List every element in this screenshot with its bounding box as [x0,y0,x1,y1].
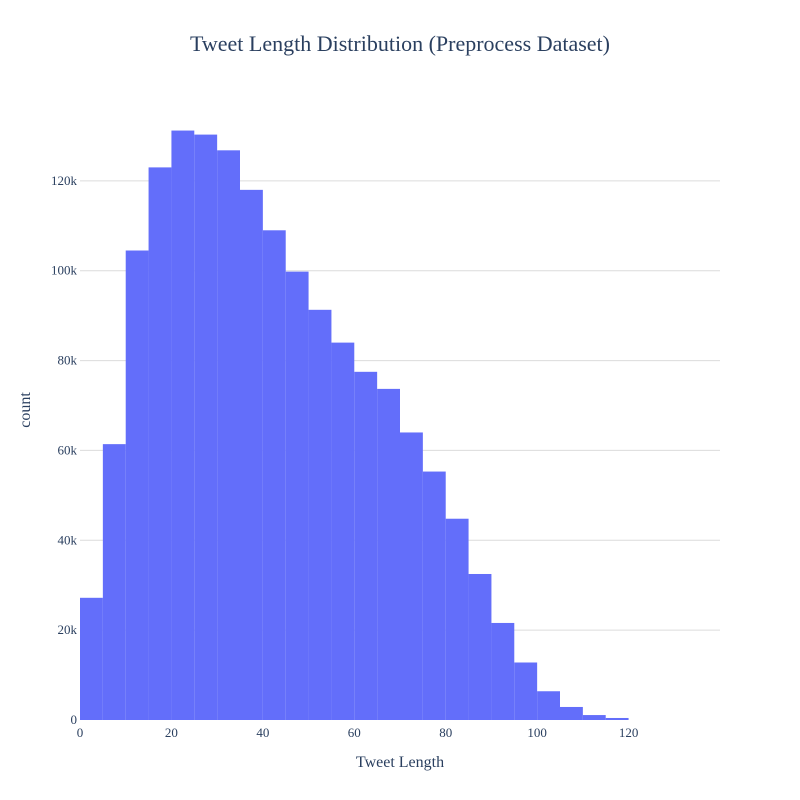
histogram-bar [194,134,218,720]
chart-title: Tweet Length Distribution (Preprocess Da… [190,31,610,56]
histogram-bar [148,167,172,721]
bars-layer [80,130,629,721]
histogram-bar [422,471,446,720]
y-axis-ticks: 0 20k 40k 60k 80k 100k 120k [51,173,78,727]
histogram-bar [400,432,423,720]
x-tick-label: 20 [165,725,178,740]
histogram-bar [217,150,240,720]
histogram-bar [331,342,355,720]
histogram-bar [582,715,606,720]
histogram-bar [560,706,583,720]
histogram-bar [102,444,126,720]
histogram-bar [262,230,286,720]
histogram-bar [377,388,400,720]
histogram-bar [285,271,309,720]
y-axis-title: count [17,392,34,428]
x-tick-label: 100 [527,725,547,740]
x-tick-label: 40 [256,725,269,740]
y-tick-label: 0 [71,712,78,727]
histogram-bar [491,622,515,720]
x-axis-title: Tweet Length [356,754,444,771]
histogram-bar [445,518,469,720]
y-tick-label: 100k [51,263,78,278]
x-tick-label: 0 [77,725,84,740]
histogram-bar [171,130,195,720]
x-axis-ticks: 0 20 40 60 80 100 120 [77,725,639,740]
histogram-bar [468,573,492,720]
histogram-bar [514,662,538,720]
histogram-bar [354,371,378,720]
histogram-bar [80,597,103,720]
y-tick-label: 120k [51,173,78,188]
x-tick-label: 80 [439,725,452,740]
histogram-bar [537,691,560,720]
y-tick-label: 40k [58,532,78,547]
histogram-bar [308,309,332,720]
y-tick-label: 60k [58,442,78,457]
x-tick-label: 60 [348,725,361,740]
histogram-bar [125,250,149,720]
y-tick-label: 20k [58,622,78,637]
histogram-bar [605,717,629,720]
x-tick-label: 120 [619,725,639,740]
histogram-bar [240,189,263,720]
y-tick-label: 80k [58,353,78,368]
